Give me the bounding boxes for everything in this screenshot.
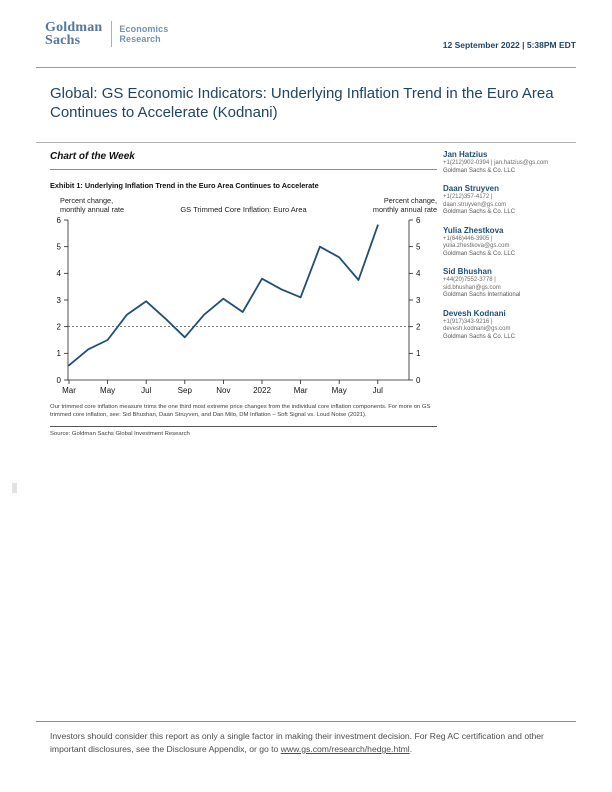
y-tick-label-left: 4 <box>57 269 62 278</box>
x-tick-label: Jul <box>141 386 151 395</box>
disclosure-link[interactable]: www.gs.com/research/hedge.html <box>280 743 410 754</box>
y-tick-label-left: 6 <box>57 216 62 225</box>
trend-chart-svg: 0 0 1 1 2 2 3 3 4 4 5 5 6 6 Mar May Jul Sep Nov 2022 Mar May J… <box>57 216 421 395</box>
logo-line-2: Sachs <box>45 33 81 48</box>
author-email: devesh.kodnani@gs.com <box>443 326 511 332</box>
author-phone: +44(20)7552-3778 | <box>443 277 496 283</box>
author-block: Sid Bhushan +44(20)7552-3778 | sid.bhush… <box>443 267 581 300</box>
author-block: Jan Hatzius +1(212)902-0394 | jan.hatziu… <box>443 150 581 175</box>
left-axis-caption: Percent change, monthly annual rate <box>60 196 125 215</box>
author-phone: +1(646)446-3905 | <box>443 235 493 242</box>
trend-chart: 0 0 1 1 2 2 3 3 4 4 5 5 6 6 Mar May Jul Sep Nov 2022 Mar May J… <box>50 216 437 396</box>
author-company: Goldman Sachs & Co. LLC <box>443 167 516 174</box>
author-block: Devesh Kodnani +1(917)343-9216 | devesh.… <box>443 309 581 342</box>
right-axis-caption: Percent change, monthly annual rate <box>372 196 437 215</box>
author-block: Yulia Zhestkova +1(646)446-3905 | yulia.… <box>443 226 581 259</box>
y-tick-label-right: 6 <box>416 216 421 225</box>
division-line-1: Economics <box>119 24 169 34</box>
y-tick-label-right: 4 <box>416 269 421 278</box>
x-tick-label: Nov <box>216 386 230 395</box>
division-label: Economics Research <box>119 24 168 44</box>
header-rule <box>36 67 576 68</box>
x-tick-label: 2022 <box>253 386 271 395</box>
x-tick-label: May <box>100 386 115 395</box>
author-phone: +1(212)357-4172 | <box>443 194 493 200</box>
logo-wordmark: Goldman Sachs <box>45 20 103 48</box>
x-tick-label: Mar <box>294 386 308 395</box>
inflation-line <box>68 224 379 367</box>
author-name: Jan Hatzius <box>443 150 488 159</box>
exhibit-footnote: Our trimmed core inflation measure trims… <box>50 404 431 418</box>
footer-rule <box>36 721 576 722</box>
footer-disclosure-period: . <box>409 743 413 754</box>
y-tick-label-right: 0 <box>416 376 421 385</box>
footer-disclosure-text: Investors should consider this report as… <box>50 731 544 754</box>
authors-column: Jan Hatzius +1(212)902-0394 | jan.hatziu… <box>443 150 581 350</box>
author-phone: +1(917)343-9216 | <box>443 318 493 325</box>
x-tick-label: May <box>332 386 347 395</box>
y-tick-label-left: 3 <box>57 296 62 305</box>
author-email: yulia.zhestkova@gs.com <box>443 243 510 249</box>
title-rule <box>36 142 576 143</box>
author-name: Sid Bhushan <box>443 267 492 276</box>
publication-date: 12 September 2022 | 5:38PM EDT <box>442 40 576 50</box>
y-tick-label-right: 1 <box>416 349 421 358</box>
author-name: Yulia Zhestkova <box>443 225 504 235</box>
y-tick-label-left: 0 <box>57 376 62 385</box>
exhibit-title: Exhibit 1: Underlying Inflation Trend in… <box>50 181 319 190</box>
y-tick-label-left: 5 <box>57 242 62 251</box>
page-edge-mark <box>12 483 17 493</box>
goldman-sachs-logo: Goldman Sachs Economics Research <box>45 20 168 48</box>
y-tick-label-right: 3 <box>416 296 421 305</box>
logo-line-1: Goldman <box>45 20 103 35</box>
exhibit-source: Source: Goldman Sachs Global Investment … <box>50 431 190 437</box>
division-line-2: Research <box>119 34 161 44</box>
y-tick-label-right: 2 <box>416 322 421 331</box>
author-name: Devesh Kodnani <box>443 308 506 318</box>
author-company: Goldman Sachs & Co. LLC <box>443 250 516 257</box>
y-tick-label-left: 2 <box>57 322 62 331</box>
author-block: Daan Struyven +1(212)357-4172 | daan.str… <box>443 184 581 217</box>
y-tick-label-right: 5 <box>416 242 421 251</box>
author-name: Daan Struyven <box>443 184 500 193</box>
footnote-rule <box>50 426 437 427</box>
logo-divider <box>111 21 113 47</box>
author-company: Goldman Sachs International <box>443 292 521 298</box>
chart-title: GS Trimmed Core Inflation: Euro Area <box>180 205 307 214</box>
section-heading: Chart of the Week <box>50 151 135 162</box>
x-tick-label: Jul <box>373 386 383 395</box>
author-contact: +1(212)902-0394 | jan.hatzius@gs.com <box>443 160 549 166</box>
author-company: Goldman Sachs & Co. LLC <box>443 333 516 340</box>
report-title: Global: GS Economic Indicators: Underlyi… <box>50 85 554 122</box>
author-company: Goldman Sachs & Co. LLC <box>443 209 516 215</box>
section-rule <box>50 169 437 170</box>
author-email: sid.bhushan@gs.com <box>443 284 501 291</box>
x-tick-label: Sep <box>178 386 193 395</box>
footer-disclosure: Investors should consider this report as… <box>50 730 568 756</box>
y-tick-label-left: 1 <box>57 349 62 358</box>
x-tick-label: Mar <box>62 386 76 395</box>
author-email: daan.struyven@gs.com <box>443 201 507 208</box>
